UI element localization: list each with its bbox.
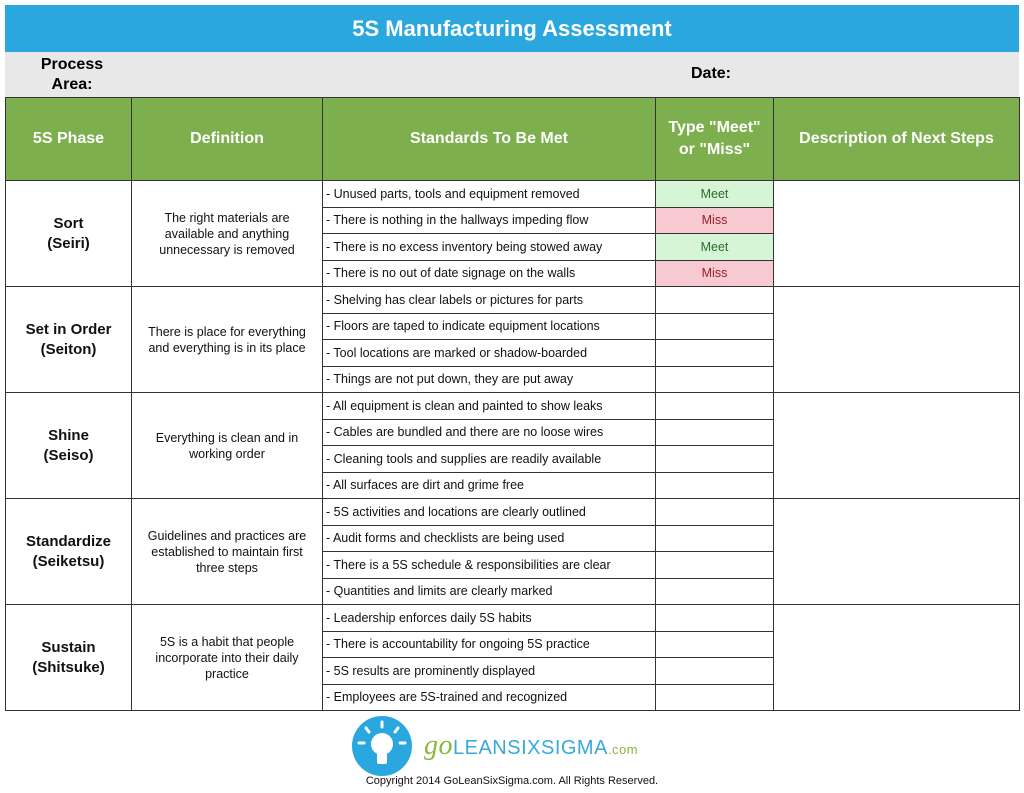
meta-row: Process Area: Date: — [5, 52, 1019, 97]
standard-cell: - 5S activities and locations are clearl… — [322, 498, 656, 526]
standard-cell: - Tool locations are marked or shadow-bo… — [322, 339, 656, 367]
phase-name: Standardize — [25, 532, 112, 550]
phase-sub: (Seiso) — [43, 446, 94, 464]
phase-name: Set in Order — [25, 320, 112, 338]
table-row: Standardize (Seiketsu) Guidelines and prac… — [5, 498, 1020, 605]
meet-miss-input[interactable] — [655, 683, 774, 711]
phase-name: Sort — [53, 214, 84, 232]
meet-miss-input[interactable] — [655, 498, 774, 526]
meet-miss-input[interactable] — [655, 577, 774, 605]
table-row: - There is a 5S schedule & responsibilit… — [6, 551, 1020, 579]
table-row: Sustain (Shitsuke) 5S is a habit that peop… — [5, 604, 1020, 711]
next-steps-input[interactable] — [773, 604, 1020, 711]
column-header: Description of Next Steps — [773, 97, 1020, 181]
table-row: - 5S results are prominently displayed — [6, 657, 1020, 685]
table-row: - There is no out of date signage on the… — [6, 259, 1020, 287]
table-row: - There is no excess inventory being sto… — [6, 233, 1020, 261]
meet-miss-input[interactable] — [655, 418, 774, 446]
logo-com: .com — [607, 742, 639, 757]
table-row: Shine (Seiso) Everything is clean and in w… — [5, 392, 1020, 499]
date-label: Date: — [691, 65, 732, 82]
standard-cell: - Employees are 5S-trained and recognize… — [322, 683, 656, 711]
table-row: - All surfaces are dirt and grime free — [6, 471, 1020, 499]
standard-cell: - Cleaning tools and supplies are readil… — [322, 445, 656, 473]
standard-cell: - Floors are taped to indicate equipment… — [322, 312, 656, 340]
meet-miss-input[interactable] — [655, 630, 774, 658]
standard-cell: - There is no excess inventory being sto… — [322, 233, 656, 261]
next-steps-input[interactable] — [773, 180, 1020, 287]
standard-cell: - There is a 5S schedule & responsibilit… — [322, 551, 656, 579]
phase-sub: (Shitsuke) — [32, 658, 105, 676]
phase-sub: (Seiton) — [40, 340, 97, 358]
standard-cell: - 5S results are prominently displayed — [322, 657, 656, 685]
table-row: - Cleaning tools and supplies are readil… — [6, 445, 1020, 473]
next-steps-input[interactable] — [773, 286, 1020, 393]
standard-cell: - All surfaces are dirt and grime free — [322, 471, 656, 499]
phase-cell: Set in Order (Seiton) — [5, 286, 132, 393]
meet-miss-input[interactable] — [655, 392, 774, 420]
definition-cell: There is place for everything and everyt… — [131, 286, 323, 393]
table-row: - Employees are 5S-trained and recognize… — [6, 683, 1020, 711]
meet-miss-input[interactable] — [655, 604, 774, 632]
process-area-label: Process Area: — [40, 56, 104, 93]
next-steps-input[interactable] — [773, 498, 1020, 605]
standard-cell: - Things are not put down, they are put … — [322, 365, 656, 393]
definition-cell: Guidelines and practices are established… — [131, 498, 323, 605]
phase-sub: (Seiri) — [47, 234, 90, 252]
standard-cell: - Audit forms and checklists are being u… — [322, 524, 656, 552]
meet-miss-input[interactable] — [655, 551, 774, 579]
column-header: Standards To Be Met — [322, 97, 656, 181]
copyright: Copyright 2014 GoLeanSixSigma.com. All R… — [365, 775, 659, 787]
assessment-table: 5S Phase Definition Standards To Be Met Typ… — [5, 97, 1020, 711]
meet-miss-input[interactable] — [655, 286, 774, 314]
table-row: - Quantities and limits are clearly mark… — [6, 577, 1020, 605]
logo: goLEANSIXSIGMA.com — [352, 716, 638, 776]
table-row: - There is accountability for ongoing 5S… — [6, 630, 1020, 658]
meet-miss-input[interactable] — [655, 657, 774, 685]
next-steps-input[interactable] — [773, 392, 1020, 499]
meet-miss-input[interactable] — [655, 339, 774, 367]
standard-cell: - Quantities and limits are clearly mark… — [322, 577, 656, 605]
meet-miss-input[interactable] — [655, 471, 774, 499]
meet-miss-input[interactable]: Meet — [655, 233, 774, 261]
phase-cell: Shine (Seiso) — [5, 392, 132, 499]
phase-cell: Sustain (Shitsuke) — [5, 604, 132, 711]
standard-cell: - Unused parts, tools and equipment remo… — [322, 180, 656, 208]
meet-miss-input[interactable] — [655, 365, 774, 393]
table-row: - Things are not put down, they are put … — [6, 365, 1020, 393]
phase-sub: (Seiketsu) — [32, 552, 105, 570]
meet-miss-input[interactable]: Meet — [655, 180, 774, 208]
phase-cell: Standardize (Seiketsu) — [5, 498, 132, 605]
table-row: - Audit forms and checklists are being u… — [6, 524, 1020, 552]
column-header: 5S Phase — [5, 97, 132, 181]
meet-miss-input[interactable] — [655, 524, 774, 552]
standard-cell: - There is accountability for ongoing 5S… — [322, 630, 656, 658]
phase-cell: Sort (Seiri) — [5, 180, 132, 287]
meet-miss-input[interactable] — [655, 312, 774, 340]
standard-cell: - There is nothing in the hallways imped… — [322, 206, 656, 234]
table-row: - There is nothing in the hallways imped… — [6, 206, 1020, 234]
standard-cell: - Shelving has clear labels or pictures … — [322, 286, 656, 314]
logo-brand: LEANSIXSIGMA — [453, 737, 608, 759]
phase-name: Sustain — [41, 638, 96, 656]
page-title: 5S Manufacturing Assessment — [5, 5, 1019, 52]
logo-go: go — [424, 730, 453, 761]
definition-cell: 5S is a habit that people incorporate in… — [131, 604, 323, 711]
definition-cell: Everything is clean and in working order — [131, 392, 323, 499]
standard-cell: - Cables are bundled and there are no lo… — [322, 418, 656, 446]
column-header: Type "Meet" or "Miss" — [655, 97, 774, 181]
meet-miss-input[interactable]: Miss — [655, 206, 774, 234]
standard-cell: - There is no out of date signage on the… — [322, 259, 656, 287]
definition-cell: The right materials are available and an… — [131, 180, 323, 287]
table-row: Sort (Seiri) The right materials are avail… — [5, 180, 1020, 287]
meet-miss-input[interactable] — [655, 445, 774, 473]
phase-name: Shine — [48, 426, 89, 444]
lightbulb-icon — [352, 716, 412, 776]
meet-miss-input[interactable]: Miss — [655, 259, 774, 287]
table-row: Set in Order (Seiton) There is place for e… — [5, 286, 1020, 393]
standard-cell: - All equipment is clean and painted to … — [322, 392, 656, 420]
column-header: Definition — [131, 97, 323, 181]
standard-cell: - Leadership enforces daily 5S habits — [322, 604, 656, 632]
